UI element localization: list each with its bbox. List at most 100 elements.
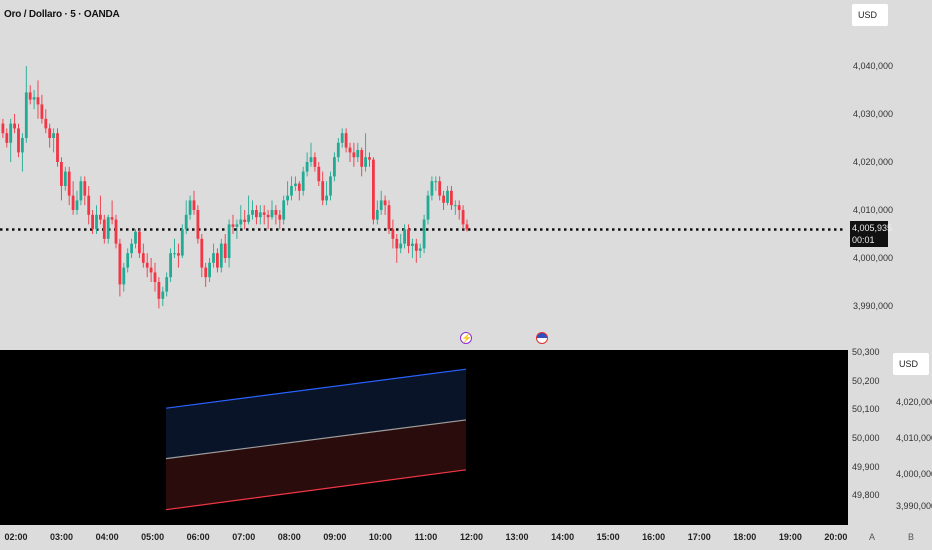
last-price-label: 4,005,935 00:01 — [850, 221, 893, 247]
time-axis-label: 12:00 — [459, 532, 484, 542]
candle-body — [442, 195, 445, 203]
candle-body — [301, 171, 305, 191]
candle-body — [379, 200, 383, 210]
candle-body — [60, 162, 63, 186]
candle-body — [251, 210, 254, 215]
candle-body — [192, 200, 196, 210]
price-axis-label: 4,030,000 — [853, 109, 894, 119]
candle-body — [48, 128, 52, 138]
currency-selector-main[interactable]: USD — [852, 4, 888, 26]
candle-body — [317, 166, 321, 182]
candle-body — [200, 238, 204, 268]
candle-body — [153, 272, 157, 282]
candle-body — [110, 217, 114, 220]
us-flag-icon[interactable] — [536, 332, 548, 344]
candle-body — [106, 217, 110, 239]
time-axis-label: 14:00 — [551, 532, 575, 542]
candle-body — [399, 243, 403, 249]
candle-body — [305, 162, 309, 172]
candle-body — [173, 253, 176, 255]
candle-body — [239, 219, 243, 225]
indicator-axis-label: 50,100 — [852, 404, 880, 415]
candle-body — [321, 181, 325, 201]
candle-body — [403, 229, 406, 244]
candle-body — [216, 253, 219, 268]
lightning-icon[interactable]: ⚡ — [460, 332, 473, 344]
candle-body — [67, 171, 71, 196]
indicator-axis-label: 49,900 — [852, 461, 880, 472]
candle-body — [87, 195, 91, 215]
candle-body — [262, 212, 266, 215]
candle-body — [414, 243, 418, 251]
candle-body — [177, 253, 180, 256]
candle-body — [270, 210, 274, 218]
time-axis-label: 10:00 — [368, 532, 392, 542]
candle-body — [461, 210, 465, 225]
candle-body — [457, 205, 461, 210]
candle-body — [344, 133, 348, 148]
time-axis-label: 08:00 — [277, 532, 301, 542]
candle-body — [418, 248, 422, 251]
candle-body — [24, 92, 28, 138]
candle-body — [169, 253, 172, 278]
time-axis-label: 05:00 — [141, 532, 165, 542]
candle-body — [446, 190, 449, 203]
candle-body — [426, 195, 430, 220]
candle-body — [290, 186, 293, 196]
candle-body — [180, 229, 184, 256]
candle-body — [329, 176, 332, 196]
candle-body — [83, 181, 87, 196]
candle-body — [126, 253, 130, 268]
symbol-title[interactable]: Oro / Dollaro · 5 · OANDA — [4, 9, 120, 20]
candle-body — [372, 159, 375, 220]
candle-body — [165, 277, 169, 292]
candle-body — [247, 214, 250, 222]
time-axis-label: 06:00 — [186, 532, 210, 542]
candle-body — [28, 92, 32, 100]
auto-scale-button[interactable]: A — [868, 532, 876, 542]
time-axis-label: 04:00 — [95, 532, 119, 542]
candle-body — [204, 267, 208, 278]
candle-body — [79, 181, 83, 201]
candle-body — [333, 157, 336, 177]
indicator-axis-label: 50,200 — [852, 375, 880, 386]
candle-body — [63, 171, 67, 186]
price-axis-label: 3,990,000 — [853, 301, 894, 311]
candle-body — [407, 229, 410, 246]
candle-body — [184, 214, 188, 230]
indicator-axis-label: 50,300 — [852, 347, 880, 357]
time-axis-label: 07:00 — [232, 532, 256, 542]
scale-b-button[interactable]: B — [907, 532, 915, 542]
candle-body — [450, 190, 453, 206]
indicator-axis-label: 49,800 — [852, 490, 880, 501]
candle-body — [118, 243, 122, 285]
candle-body — [91, 214, 94, 230]
candle-body — [255, 210, 258, 218]
price-axis-label: 4,020,000 — [853, 157, 894, 167]
candle-body — [141, 253, 145, 263]
currency-selector-indicator[interactable]: USD — [893, 353, 929, 375]
candle-body — [286, 195, 289, 201]
candle-body — [352, 152, 356, 158]
candle-body — [208, 262, 211, 278]
candle-body — [395, 238, 399, 249]
candle-body — [122, 267, 126, 285]
candle-body — [134, 231, 137, 244]
candle-body — [313, 157, 317, 167]
candle-body — [391, 229, 395, 239]
time-axis-label: 09:00 — [323, 532, 347, 542]
candle-body — [145, 262, 149, 268]
time-axis-label: 16:00 — [642, 532, 666, 542]
candle-body — [102, 219, 106, 239]
candle-body — [227, 224, 231, 258]
candle-body — [430, 181, 434, 196]
candle-body — [434, 181, 438, 183]
candle-body — [274, 210, 278, 215]
time-axis-label: 03:00 — [50, 532, 74, 542]
candle-body — [356, 150, 360, 158]
candle-body — [360, 150, 364, 167]
last-price-value: 4,005,935 — [852, 223, 893, 233]
candle-body — [411, 243, 414, 246]
time-axis-label: 20:00 — [824, 532, 848, 542]
